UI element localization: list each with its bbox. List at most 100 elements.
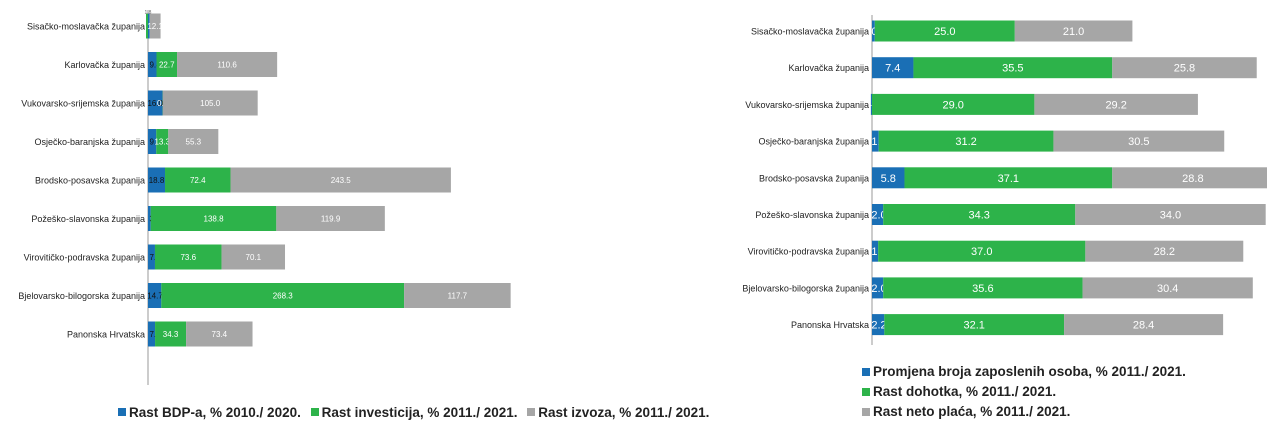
bar-segment (874, 20, 1015, 42)
data-label: 110.6 (217, 61, 237, 70)
category-label: Bjelovarsko-bilogorska županija (18, 291, 145, 301)
bar-segment (884, 314, 1065, 336)
data-label: 30.5 (1128, 136, 1149, 148)
legend-item: Rast dohotka, % 2011./ 2021. (862, 384, 1186, 399)
data-label: 138.8 (204, 215, 225, 224)
data-label: 2.0 (871, 283, 886, 295)
bar-segment (162, 90, 258, 116)
bar-segment (148, 321, 156, 347)
legend-label: Promjena broja zaposlenih osoba, % 2011.… (873, 364, 1186, 379)
category-label: Osječko-baranjska županija (34, 137, 145, 147)
bar-segment (148, 90, 163, 116)
legend-swatch (310, 408, 319, 416)
bar-segment (872, 57, 914, 79)
category-label: Karlovačka županija (64, 60, 145, 70)
category-label: Bjelovarsko-bilogorska županija (742, 283, 869, 293)
data-label: 70.1 (246, 253, 262, 262)
data-label: 35.5 (1002, 63, 1023, 75)
data-label: 12.1 (147, 22, 163, 31)
legend-swatch (862, 387, 870, 396)
data-label: 119.9 (321, 215, 341, 224)
bar-segment (156, 52, 178, 77)
bar-segment (148, 129, 157, 154)
bar-segment (1082, 277, 1253, 299)
bar-segment (148, 206, 151, 231)
data-label: 37.1 (998, 173, 1019, 185)
legend-swatch (862, 407, 870, 416)
bar-segment (165, 167, 231, 193)
legend-item: Rast izvoza, % 2011./ 2021. (527, 405, 709, 420)
bar-segment (177, 52, 278, 77)
legend-label: Rast investicija, % 2011./ 2021. (321, 404, 518, 420)
data-label: 37.0 (971, 246, 992, 258)
legend-item: Rast investicija, % 2011./ 2021. (310, 404, 518, 420)
axis-top-label: 1.8 (145, 10, 152, 16)
data-label: 29.0 (942, 99, 963, 111)
bar-segment (404, 283, 511, 308)
bar-segment (148, 244, 155, 270)
data-label: 72.4 (190, 176, 206, 185)
bar-segment (1112, 167, 1267, 189)
category-label: Požeško-slavonska županija (31, 214, 145, 224)
category-label: Virovitičko-podravska županija (24, 253, 145, 263)
category-label: Osječko-baranjska županija (758, 137, 869, 147)
bar-segment (1112, 57, 1257, 79)
chart-right: Sisačko-moslavačka županija0.525.021.0Ka… (742, 15, 1267, 345)
bar-segment (1075, 204, 1266, 225)
data-label: 34.3 (163, 330, 179, 339)
bar-segment (1014, 20, 1133, 42)
bar-segment (148, 167, 166, 193)
legend-label: Rast izvoza, % 2011./ 2021. (538, 404, 710, 420)
data-label: 5.8 (881, 173, 896, 185)
data-label: 117.7 (448, 292, 468, 301)
data-label: 2.0 (871, 210, 886, 222)
data-label: 34.3 (969, 210, 990, 222)
bar-segment (872, 130, 879, 152)
legend-item: Promjena broja zaposlenih osoba, % 2011.… (862, 364, 1186, 379)
bar-segment (878, 130, 1054, 152)
bar-segment (230, 167, 451, 193)
bar-segment (148, 52, 157, 77)
legend-swatch (118, 408, 126, 416)
bar-segment (155, 321, 187, 347)
category-label: Panonska Hrvatska (791, 320, 869, 330)
data-label: 73.6 (180, 253, 196, 262)
bar-segment (872, 277, 884, 299)
data-label: 268.3 (273, 292, 294, 301)
data-label: 21.0 (1063, 26, 1084, 38)
legend-left: Rast BDP-a, % 2010./ 2020. Rast investic… (118, 404, 715, 420)
category-label: Požeško-slavonska županija (755, 210, 869, 220)
legend-item: Rast neto plaća, % 2011./ 2021. (862, 404, 1186, 419)
legend-swatch (527, 408, 536, 416)
category-label: Karlovačka županija (788, 63, 869, 73)
category-label: Vukovarsko-srijemska županija (21, 99, 145, 109)
bar-segment (870, 93, 872, 115)
bar-segment (221, 244, 286, 270)
data-label: 25.8 (1174, 63, 1195, 75)
bar-segment (154, 244, 222, 270)
bar-segment (872, 20, 875, 42)
data-label: 9.1 (149, 138, 161, 147)
legend-swatch (862, 367, 870, 376)
legend-label: Rast BDP-a, % 2010./ 2020. (129, 404, 301, 420)
bar-segment (168, 129, 219, 154)
bar-segment (904, 167, 1113, 189)
legend-label: Rast neto plaća, % 2011./ 2021. (873, 404, 1071, 419)
data-label: 9.4 (149, 61, 161, 70)
bar-segment (1034, 93, 1198, 115)
category-label: Brodsko-posavska županija (759, 173, 869, 183)
bar-segment (1064, 314, 1224, 336)
data-label: 243.5 (331, 176, 352, 185)
bar-segment (148, 13, 150, 39)
data-label: 55.3 (186, 138, 202, 147)
category-label: Sisačko-moslavačka županija (751, 27, 869, 37)
category-label: Sisačko-moslavačka županija (27, 22, 145, 32)
bar-segment (1085, 240, 1244, 262)
data-label: 2.2 (871, 320, 886, 332)
data-label: 14.7 (147, 292, 163, 301)
data-label: 35.6 (972, 283, 993, 295)
bar-segment (148, 283, 162, 308)
data-label: 30.4 (1157, 283, 1178, 295)
bar-segment (146, 13, 148, 39)
data-label: 25.0 (934, 26, 955, 38)
